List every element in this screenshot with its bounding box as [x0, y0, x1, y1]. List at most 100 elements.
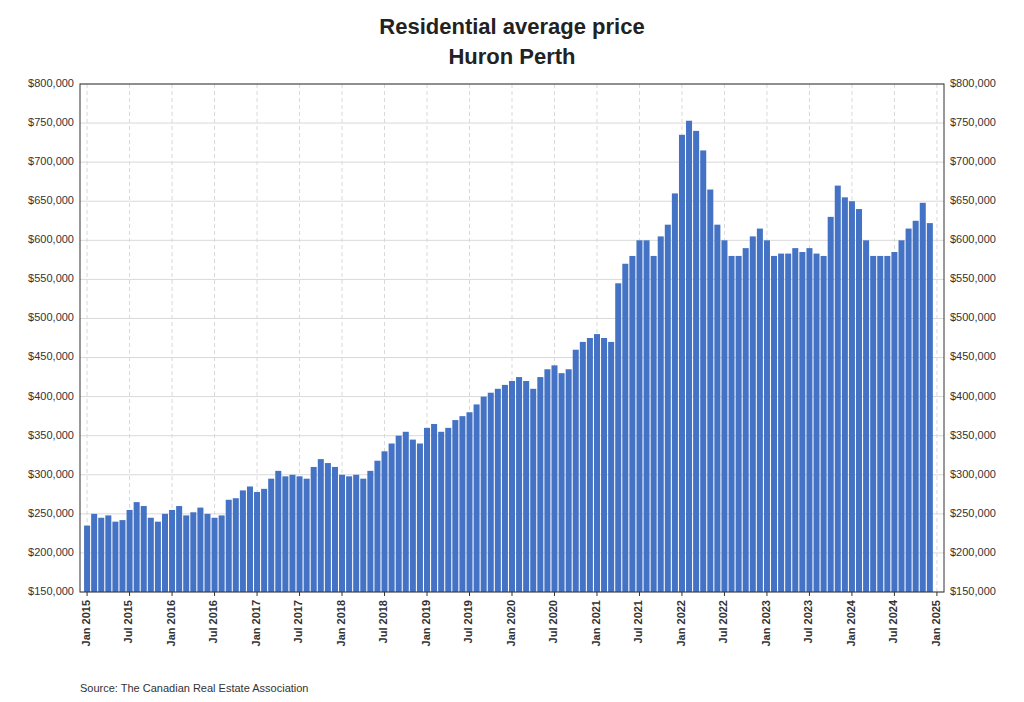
x-grid-line — [214, 84, 215, 592]
y-tick-label-right: $600,000 — [950, 233, 996, 245]
bar — [551, 365, 557, 592]
bar — [559, 373, 565, 592]
bar — [608, 342, 614, 592]
bar — [714, 225, 720, 592]
bar — [927, 223, 933, 592]
x-tick-label: Jan 2021 — [590, 600, 602, 646]
x-tick — [342, 592, 343, 596]
y-axis: $150,000$150,000$200,000$200,000$250,000… — [28, 77, 996, 597]
x-tick-label: Jul 2019 — [462, 600, 474, 643]
y-tick-label: $750,000 — [28, 116, 74, 128]
bar — [644, 240, 650, 592]
bar — [636, 240, 642, 592]
bar — [318, 459, 324, 592]
y-tick-label-right: $400,000 — [950, 390, 996, 402]
bar — [622, 264, 628, 592]
bar — [346, 476, 352, 592]
y-tick-label-right: $800,000 — [950, 77, 996, 89]
bar — [651, 256, 657, 592]
x-tick — [172, 592, 173, 596]
bar — [452, 420, 458, 592]
x-tick — [596, 592, 597, 596]
bar — [396, 436, 402, 592]
y-tick-label: $300,000 — [28, 468, 74, 480]
bar — [629, 256, 635, 592]
bar — [282, 476, 288, 592]
bar — [410, 440, 416, 592]
bar — [495, 389, 501, 592]
bar — [537, 377, 543, 592]
y-tick-label: $700,000 — [28, 155, 74, 167]
x-tick-label: Jul 2021 — [632, 600, 644, 643]
x-tick-label: Jan 2016 — [165, 600, 177, 646]
bar — [197, 508, 203, 592]
x-tick — [512, 592, 513, 596]
bar — [615, 283, 621, 592]
bar — [134, 502, 140, 592]
bar — [374, 461, 380, 592]
x-tick — [257, 592, 258, 596]
bar — [275, 471, 281, 592]
x-tick — [639, 592, 640, 596]
bar — [920, 203, 926, 592]
bar — [119, 520, 125, 592]
y-grid-line — [80, 201, 944, 202]
bar — [502, 385, 508, 592]
y-tick-label-right: $750,000 — [950, 116, 996, 128]
x-tick — [129, 592, 130, 596]
bar — [183, 515, 189, 592]
bar — [389, 444, 395, 592]
bar — [481, 397, 487, 592]
x-tick-label: Jul 2018 — [377, 600, 389, 643]
bar — [594, 334, 600, 592]
bar — [233, 498, 239, 592]
bar — [431, 424, 437, 592]
bar — [721, 240, 727, 592]
bar — [474, 404, 480, 592]
x-tick-label: Jul 2020 — [547, 600, 559, 643]
bar — [856, 209, 862, 592]
x-tick-label: Jul 2015 — [122, 600, 134, 643]
x-tick-label: Jan 2024 — [845, 599, 857, 646]
bar — [587, 338, 593, 592]
x-grid-line — [87, 84, 88, 592]
bars — [84, 121, 933, 592]
bar — [353, 475, 359, 592]
bar — [665, 225, 671, 592]
bar — [516, 377, 522, 592]
x-tick — [724, 592, 725, 596]
x-tick — [87, 592, 88, 596]
plot-frame — [80, 84, 944, 592]
x-tick — [299, 592, 300, 596]
bar — [764, 240, 770, 592]
x-tick — [469, 592, 470, 596]
bar — [729, 256, 735, 592]
bar — [417, 444, 423, 592]
bar — [806, 248, 812, 592]
bar — [884, 256, 890, 592]
bar — [84, 526, 90, 592]
y-tick-label: $800,000 — [28, 77, 74, 89]
bar — [700, 150, 706, 592]
bar — [544, 369, 550, 592]
bar — [750, 236, 756, 592]
bar — [672, 193, 678, 592]
y-tick-label-right: $500,000 — [950, 311, 996, 323]
bar — [247, 486, 253, 592]
bar — [360, 479, 366, 592]
y-tick-label: $250,000 — [28, 507, 74, 519]
x-tick — [554, 592, 555, 596]
bar — [212, 518, 218, 592]
x-tick-label: Jul 2017 — [292, 600, 304, 643]
bar — [127, 510, 133, 592]
chart: $150,000$150,000$200,000$200,000$250,000… — [0, 0, 1024, 702]
bar — [254, 492, 260, 592]
y-tick-label: $150,000 — [28, 585, 74, 597]
bar — [580, 342, 586, 592]
bar — [757, 229, 763, 592]
bar — [488, 393, 494, 592]
bar — [339, 475, 345, 592]
y-tick-label-right: $300,000 — [950, 468, 996, 480]
x-tick-label: Jul 2022 — [717, 600, 729, 643]
x-tick — [214, 592, 215, 596]
